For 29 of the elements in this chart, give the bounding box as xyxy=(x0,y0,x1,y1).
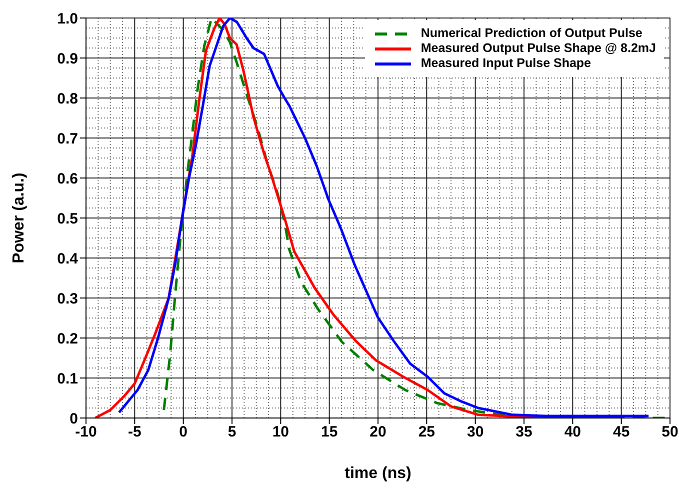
y-tick-label: 0.1 xyxy=(57,370,78,388)
x-tick-label: 45 xyxy=(612,424,630,441)
y-tick-label: 0.4 xyxy=(57,250,79,268)
x-tick-label: 25 xyxy=(418,424,436,441)
y-tick-label: 0.6 xyxy=(57,170,78,188)
x-tick-label: 20 xyxy=(370,424,386,441)
x-tick-label: -10 xyxy=(75,424,97,441)
x-tick-label: 5 xyxy=(228,424,236,441)
y-tick-label: 0.9 xyxy=(57,50,78,68)
x-tick-label: 50 xyxy=(662,424,678,441)
x-tick-label: 35 xyxy=(516,424,532,441)
y-tick-label: 0 xyxy=(70,410,78,428)
x-tick-label: 30 xyxy=(466,424,484,441)
y-tick-label: 0.5 xyxy=(57,210,78,228)
y-tick-label: 0.2 xyxy=(57,330,78,348)
legend-label: Numerical Prediction of Output Pulse xyxy=(420,26,642,41)
y-tick-label: 0.8 xyxy=(57,90,78,108)
y-tick-label: 0.3 xyxy=(57,290,78,308)
x-tick-label: 40 xyxy=(564,424,582,441)
legend-label: Measured Input Pulse Shape xyxy=(420,56,592,71)
y-axis-title: Power (a.u.) xyxy=(10,172,28,264)
x-tick-label: 15 xyxy=(320,424,338,441)
y-tick-label: 1.0 xyxy=(57,10,78,28)
legend-label: Measured Output Pulse Shape @ 8.2mJ xyxy=(420,41,656,56)
x-axis-title: time (ns) xyxy=(344,465,412,482)
y-tick-label: 0.7 xyxy=(57,130,78,148)
x-tick-label: 10 xyxy=(272,424,290,441)
x-tick-label: 0 xyxy=(179,424,188,441)
x-tick-label: -5 xyxy=(128,424,142,441)
